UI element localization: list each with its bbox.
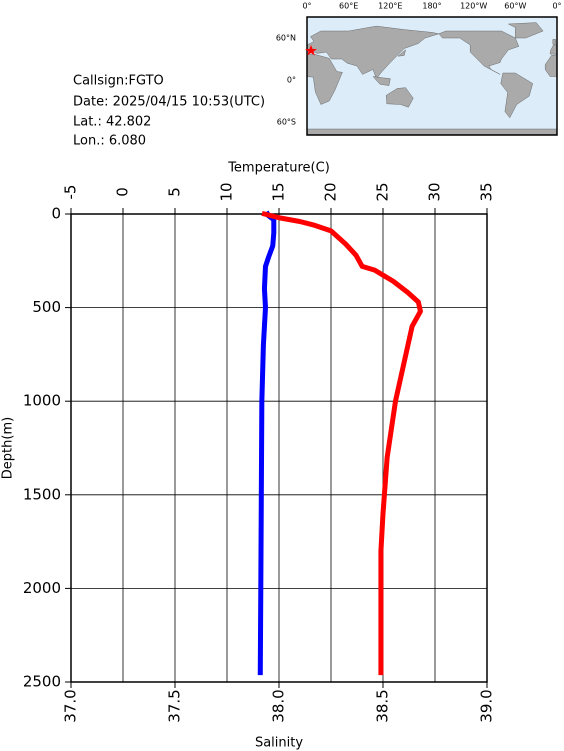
- map: [305, 16, 558, 136]
- x-tick-label: 39.0: [478, 689, 496, 722]
- x-tick-label: 37.5: [166, 689, 184, 722]
- x2-tick-label: 25: [374, 182, 392, 201]
- map-land: [549, 44, 558, 55]
- map-lat-label: 60°N: [276, 34, 296, 43]
- y-tick-label: 2000: [23, 579, 61, 597]
- map-land: [552, 39, 556, 45]
- map-frame: [306, 16, 558, 136]
- plot-frame: [70, 213, 488, 683]
- map-lat-label: 0°: [287, 76, 296, 85]
- x2-tick-label: 20: [322, 182, 340, 201]
- x2-tick-label: 0: [114, 187, 132, 197]
- x-tick-label: 38.0: [270, 689, 288, 722]
- map-land: [500, 72, 533, 119]
- map-lon-label: 60°E: [339, 2, 358, 11]
- x-axis-label: Salinity: [255, 736, 303, 751]
- map-land: [385, 87, 414, 108]
- y-tick-label: 0: [51, 205, 61, 223]
- profile-line: [257, 210, 277, 676]
- map-land: [306, 128, 558, 135]
- x2-tick-label: 30: [426, 182, 444, 201]
- x2-tick-label: 35: [478, 182, 496, 201]
- map-lon-label: 120°W: [460, 2, 487, 11]
- callsign: Callsign:FGTO: [73, 74, 164, 89]
- map-lon-label: 0°: [302, 2, 311, 11]
- map-lon-label: 180°: [422, 2, 441, 11]
- y-tick-label: 2500: [23, 673, 61, 691]
- map-lat-label: 60°S: [277, 118, 296, 127]
- map-land: [372, 76, 391, 86]
- latitude: Lat.: 42.802: [73, 115, 151, 130]
- x-tick-label: 38.5: [374, 689, 392, 722]
- y-tick-label: 500: [32, 298, 61, 316]
- y-tick-label: 1000: [23, 392, 61, 410]
- map-lon-label: 0°: [552, 2, 561, 11]
- x2-tick-label: 5: [166, 187, 184, 197]
- x2-axis-label: Temperature(C): [227, 161, 330, 176]
- x2-tick-label: 15: [270, 182, 288, 201]
- station-marker: [305, 45, 317, 56]
- map-land: [397, 49, 406, 57]
- x2-tick-label: 10: [218, 182, 236, 201]
- map-lon-label: 60°W: [504, 2, 526, 11]
- map-lon-label: 120°E: [378, 2, 402, 11]
- y-axis-label: Depth(m): [1, 417, 16, 479]
- longitude: Lon.: 6.080: [73, 134, 146, 149]
- date: Date: 2025/04/15 10:53(UTC): [73, 95, 265, 110]
- map-land: [507, 22, 544, 39]
- profile-line: [261, 210, 423, 676]
- map-land: [438, 30, 520, 75]
- x-tick-label: 37.0: [62, 689, 80, 722]
- x2-tick-label: -5: [62, 185, 80, 200]
- map-land: [306, 53, 343, 105]
- map-land: [306, 25, 440, 79]
- y-tick-label: 1500: [23, 485, 61, 503]
